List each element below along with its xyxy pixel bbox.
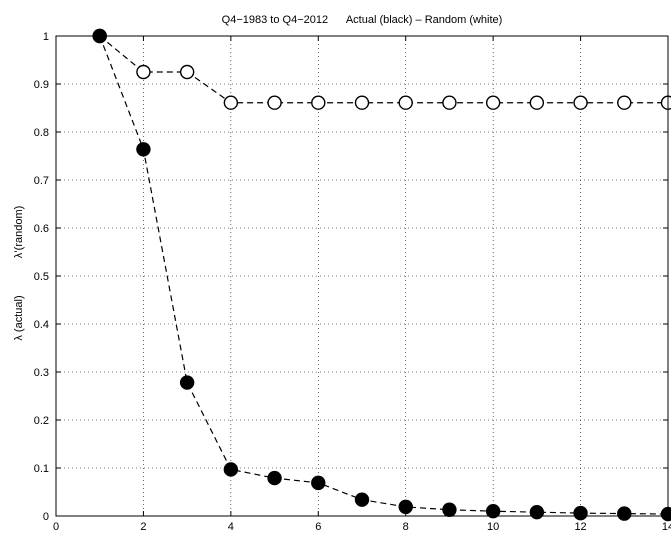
- y-tick-label: 0.6: [34, 223, 49, 235]
- y-tick-label: 0.4: [34, 319, 49, 331]
- y-tick-label: 0.7: [34, 175, 49, 187]
- x-tick-label: 4: [228, 521, 234, 533]
- data-point-random: [267, 95, 282, 110]
- data-point-random: [660, 95, 671, 110]
- data-point-random: [442, 95, 457, 110]
- data-point-actual: [529, 504, 545, 520]
- data-point-actual: [354, 492, 370, 507]
- data-point-actual: [311, 475, 326, 491]
- data-point-random: [223, 95, 239, 110]
- y-tick-label: 0.3: [34, 367, 49, 379]
- y-tick-label: 0.1: [34, 463, 49, 475]
- y-tick-label: 0: [43, 511, 49, 523]
- tick-labels-layer: 0 2 4 6 8 10 12 14 0 0.1 0.2 0.3 0.4 0.5 0.6 0.7 0.8 0.9 1: [34, 31, 671, 533]
- x-tick-label: 14: [662, 521, 671, 533]
- x-tick-label: 8: [403, 521, 409, 533]
- series-line-actual: [99, 35, 669, 515]
- data-point-random: [179, 64, 195, 80]
- series-random: [92, 28, 671, 110]
- ticks-layer: [55, 35, 669, 517]
- data-point-random: [354, 95, 370, 110]
- y-tick-label: 0.2: [34, 415, 49, 427]
- data-point-actual: [617, 506, 632, 521]
- data-point-actual: [179, 375, 195, 390]
- data-point-actual: [660, 506, 671, 522]
- x-tick-label: 0: [53, 521, 59, 533]
- y-axis-label-random: λ’(random): [13, 206, 25, 259]
- grid-lines: [56, 36, 668, 516]
- data-point-actual: [223, 462, 239, 477]
- series-actual: [92, 28, 671, 522]
- y-axis-label-actual: λ (actual): [13, 295, 25, 340]
- x-tick-label: 12: [574, 521, 586, 533]
- data-point-random: [573, 95, 588, 110]
- data-point-random: [529, 95, 545, 110]
- data-point-random: [485, 95, 501, 110]
- x-tick-label: 6: [315, 521, 321, 533]
- y-tick-label: 0.8: [34, 127, 49, 139]
- x-tick-label: 2: [140, 521, 146, 533]
- data-point-actual: [136, 142, 151, 157]
- data-point-actual: [267, 470, 282, 486]
- data-point-random: [617, 95, 632, 110]
- y-tick-label: 0.5: [34, 271, 49, 283]
- y-tick-label: 1: [43, 31, 49, 43]
- x-tick-label: 10: [487, 521, 499, 533]
- chart-title: Q4−1983 to Q4−2012 Actual (black) – Rand…: [222, 14, 503, 26]
- y-tick-label: 0.9: [34, 79, 49, 91]
- data-point-actual: [442, 502, 457, 517]
- data-point-random: [136, 64, 151, 80]
- data-point-random: [398, 95, 413, 110]
- data-point-random: [311, 95, 326, 110]
- series-layer: [92, 28, 671, 522]
